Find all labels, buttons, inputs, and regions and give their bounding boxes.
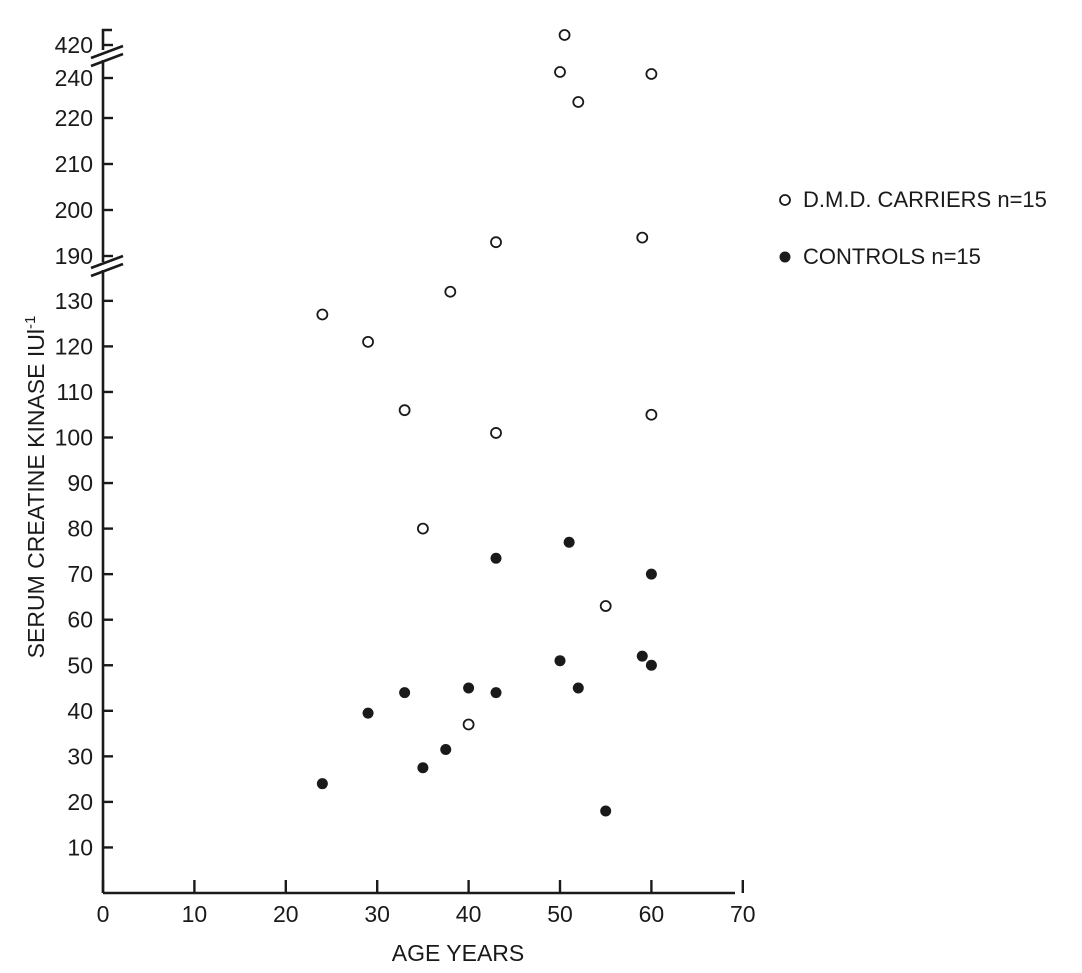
y-tick-label: 130 — [55, 288, 93, 314]
x-axis-ticks: 0 10 20 30 40 50 60 70 — [97, 880, 756, 927]
carrier-data-point — [599, 600, 612, 612]
control-data-point — [645, 659, 657, 671]
y-tick-label: 70 — [67, 561, 93, 587]
carrier-data-point — [490, 427, 502, 439]
control-data-point — [440, 744, 452, 756]
carrier-data-point — [558, 29, 571, 41]
control-data-point — [572, 682, 584, 694]
y-tick-label: 30 — [67, 743, 93, 769]
carrier-data-point — [398, 404, 411, 417]
carrier-data-point — [572, 96, 585, 108]
y-tick-label: 220 — [55, 105, 93, 131]
x-tick-label: 40 — [456, 901, 482, 927]
y-tick-label: 120 — [55, 333, 93, 359]
y-tick-label: 100 — [55, 425, 93, 451]
x-tick-label: 60 — [639, 901, 665, 927]
control-data-point — [316, 778, 328, 790]
y-axis-title-main: SERUM CREATINE KINASE IUl — [23, 329, 49, 658]
x-tick-label: 50 — [547, 901, 573, 927]
control-data-point — [645, 568, 657, 580]
y-axis-line-upper — [101, 28, 112, 50]
carrier-data-point — [636, 231, 649, 244]
y-axis-title-superscript: -1 — [22, 316, 39, 329]
legend-label-controls: CONTROLS n=15 — [803, 244, 981, 269]
y-tick-label: 10 — [67, 834, 93, 860]
data-points — [316, 29, 658, 817]
y-axis-title: SERUM CREATINE KINASE IUl-1 — [22, 316, 49, 659]
y-tick-label: 200 — [55, 197, 93, 223]
axis-break-mark-lower — [90, 254, 124, 270]
carrier-data-point — [444, 285, 457, 298]
legend-open-circle-marker — [779, 194, 791, 206]
carrier-data-point — [462, 718, 475, 731]
x-tick-label: 20 — [273, 901, 299, 927]
control-data-point — [463, 682, 475, 694]
control-data-point — [563, 536, 575, 548]
legend-filled-circle-marker — [779, 251, 791, 263]
carrier-data-point — [645, 68, 658, 80]
control-data-point — [636, 650, 648, 662]
y-tick-label: 50 — [67, 652, 93, 678]
control-data-point — [554, 655, 566, 667]
legend-label-carriers: D.M.D. CARRIERS n=15 — [803, 187, 1047, 212]
y-axis-ticks: 10 20 30 40 50 60 70 80 90 100 110 120 130 190 200 210 2… — [55, 32, 113, 860]
y-tick-label: 20 — [67, 789, 93, 815]
carrier-data-point — [490, 236, 502, 249]
y-tick-label: 60 — [67, 607, 93, 633]
carrier-data-point — [554, 66, 566, 78]
y-tick-label: 40 — [67, 698, 93, 724]
carrier-data-point — [645, 408, 658, 421]
carrier-data-point — [416, 522, 429, 535]
x-tick-label: 10 — [182, 901, 208, 927]
y-tick-label: 110 — [56, 379, 93, 405]
control-data-point — [399, 687, 411, 699]
control-data-point — [417, 762, 429, 774]
y-tick-label: 80 — [67, 516, 93, 542]
x-tick-label: 30 — [364, 901, 390, 927]
x-tick-label: 70 — [730, 901, 756, 927]
legend: D.M.D. CARRIERS n=15 CONTROLS n=15 — [779, 187, 1047, 269]
x-tick-label: 0 — [97, 901, 110, 927]
axis-break-mark-upper — [90, 52, 124, 68]
control-data-point — [490, 552, 502, 564]
axis-break-mark-lower — [90, 262, 124, 278]
control-data-point — [490, 687, 502, 699]
axis-break-mark-upper — [90, 44, 124, 60]
y-tick-label: 190 — [55, 243, 93, 269]
x-axis-title: AGE YEARS — [392, 940, 525, 966]
y-tick-label: 90 — [67, 470, 93, 496]
control-data-point — [362, 707, 374, 719]
control-data-point — [600, 805, 612, 817]
y-tick-label: 420 — [55, 32, 93, 58]
carrier-data-point — [362, 335, 374, 348]
y-tick-label: 210 — [55, 151, 93, 177]
y-tick-label: 240 — [55, 65, 93, 91]
carrier-data-point — [316, 308, 329, 321]
